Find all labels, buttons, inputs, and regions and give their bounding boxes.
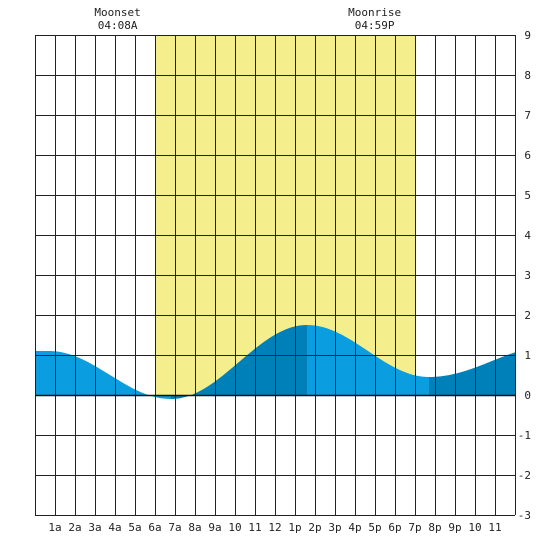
tide-segment-falling: [35, 351, 49, 395]
y-tick-label: 3: [524, 269, 531, 282]
x-tick-label: 4p: [348, 521, 361, 534]
x-tick-label: 8a: [188, 521, 201, 534]
moon-event-time: 04:08A: [98, 19, 138, 32]
x-tick-label: 11: [488, 521, 501, 534]
x-tick-label: 9p: [448, 521, 461, 534]
moon-event-label: Moonset: [94, 6, 140, 19]
x-tick-label: 6a: [148, 521, 161, 534]
x-tick-label: 2p: [308, 521, 321, 534]
tide-segment-rising: [429, 352, 515, 395]
x-tick-label: 7p: [408, 521, 421, 534]
tide-area-group: [35, 325, 515, 399]
tide-segment-falling: [49, 351, 171, 399]
x-tick-label: 11: [248, 521, 261, 534]
y-tick-label: 1: [524, 349, 531, 362]
y-tick-label: 9: [524, 29, 531, 42]
y-tick-label: -2: [518, 469, 531, 482]
x-tick-label: 1a: [48, 521, 61, 534]
x-tick-label: 6p: [388, 521, 401, 534]
x-tick-label: 2a: [68, 521, 81, 534]
y-tick-label: 6: [524, 149, 531, 162]
y-tick-label: -1: [518, 429, 531, 442]
y-tick-label: 5: [524, 189, 531, 202]
x-tick-label: 3a: [88, 521, 101, 534]
x-tick-label: 3p: [328, 521, 341, 534]
y-tick-label: 4: [524, 229, 531, 242]
tide-segment-falling: [307, 325, 429, 395]
x-axis-tick-labels: 1a 2a 3a 4a 5a 6a 7a 8a 9a 10 11 12 1p 2p 3p 4p 5p 6p 7p 8p…: [48, 521, 501, 534]
x-tick-label: 4a: [108, 521, 121, 534]
x-tick-label: 1p: [288, 521, 301, 534]
tide-segment-rising: [171, 325, 307, 399]
x-tick-label: 10: [228, 521, 241, 534]
y-tick-label: 7: [524, 109, 531, 122]
x-tick-label: 9a: [208, 521, 221, 534]
x-tick-label: 12: [268, 521, 281, 534]
x-tick-label: 10: [468, 521, 481, 534]
y-tick-label: 2: [524, 309, 531, 322]
y-tick-label: 8: [524, 69, 531, 82]
grid-lines: [35, 35, 516, 516]
y-tick-label: -3: [518, 509, 531, 522]
x-tick-label: 5p: [368, 521, 381, 534]
moon-event-label: Moonrise: [348, 6, 401, 19]
y-axis-tick-labels: 9 8 7 6 5 4 3 2 1 0 -1 -2 -3: [518, 29, 532, 522]
x-tick-label: 7a: [168, 521, 181, 534]
moon-event-time: 04:59P: [355, 19, 395, 32]
y-tick-label: 0: [524, 389, 531, 402]
x-tick-label: 5a: [128, 521, 141, 534]
x-tick-label: 8p: [428, 521, 441, 534]
